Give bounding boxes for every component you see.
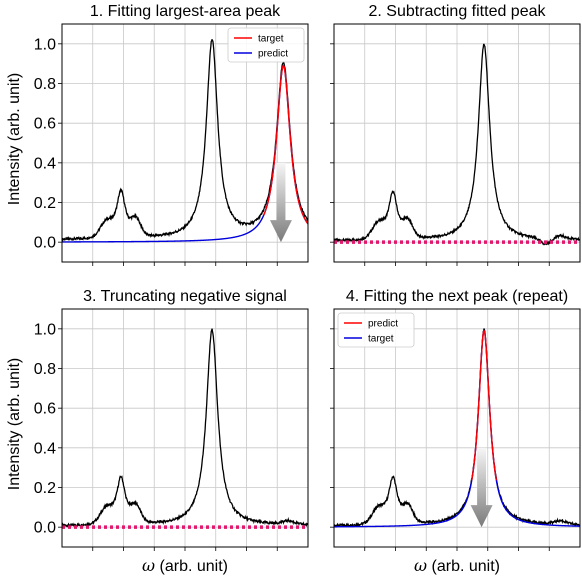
panel-3: 0.0 0.2 0.4 0.6 0.8 1.0 3. Truncating negative…: [34, 288, 309, 551]
panel-title: 4. Fitting the next peak (repeat): [346, 288, 568, 305]
axes-frame: [333, 308, 581, 548]
y-tick-label: 0.2: [34, 195, 56, 212]
series-fit-red: [471, 330, 498, 481]
panel-4: 4. Fitting the next peak (repeat) predict…: [330, 288, 581, 551]
y-tick-label: 0.4: [34, 155, 56, 172]
y-axis-label-top: Intensity (arb. unit): [6, 73, 23, 206]
series-fit-red: [263, 64, 308, 225]
y-tick-label: 0.0: [34, 520, 56, 537]
legend-label: predict: [368, 319, 398, 330]
y-tick-label: 0.6: [34, 116, 56, 133]
y-tick-label: 1.0: [34, 321, 56, 338]
x-axis-unit: (arb. unit): [155, 558, 228, 575]
x-axis-label-left: ω (arb. unit): [142, 556, 228, 575]
x-axis-unit: (arb. unit): [427, 558, 500, 575]
series-spectrum: [62, 39, 308, 243]
x-axis-label-right: ω (arb. unit): [414, 556, 500, 575]
axes-frame: [61, 308, 309, 548]
y-tick-label: 0.4: [34, 440, 56, 457]
down-arrow: [470, 447, 493, 528]
y-tick-label: 0.8: [34, 361, 56, 378]
y-tick-label: 0.8: [34, 76, 56, 93]
plot-area: [62, 328, 308, 529]
plot-area: [62, 39, 308, 243]
down-arrow: [269, 162, 292, 243]
y-tick-label: 0.2: [34, 480, 56, 497]
omega-symbol: ω: [414, 556, 427, 575]
legend: target predict: [227, 27, 305, 63]
series-fit: [334, 329, 580, 528]
series-spectrum: [334, 328, 580, 528]
panel-title: 1. Fitting largest-area peak: [90, 3, 281, 20]
panel-title: 3. Truncating negative signal: [83, 288, 287, 305]
y-tick-label: 1.0: [34, 36, 56, 53]
axes-frame: [333, 23, 581, 263]
legend-label: target: [258, 34, 284, 45]
legend-label: predict: [258, 49, 288, 60]
y-axis-label-bottom: Intensity (arb. unit): [6, 358, 23, 491]
axes-frame: [61, 23, 309, 263]
series-spectrum: [334, 43, 580, 246]
y-tick-label: 0.0: [34, 235, 56, 252]
legend-label: target: [368, 334, 394, 345]
legend: predict target: [337, 312, 415, 348]
panel-title: 2. Subtracting fitted peak: [369, 3, 547, 20]
omega-symbol: ω: [142, 556, 155, 575]
plot-area: [334, 43, 580, 246]
panel-2: 2. Subtracting fitted peak: [330, 3, 581, 266]
series-spectrum: [62, 328, 308, 528]
panel-1: 0.0 0.2 0.4 0.6 0.8 1.0 1. Fitting largest-are…: [34, 3, 309, 266]
plot-area: [334, 328, 580, 528]
y-tick-label: 0.6: [34, 401, 56, 418]
